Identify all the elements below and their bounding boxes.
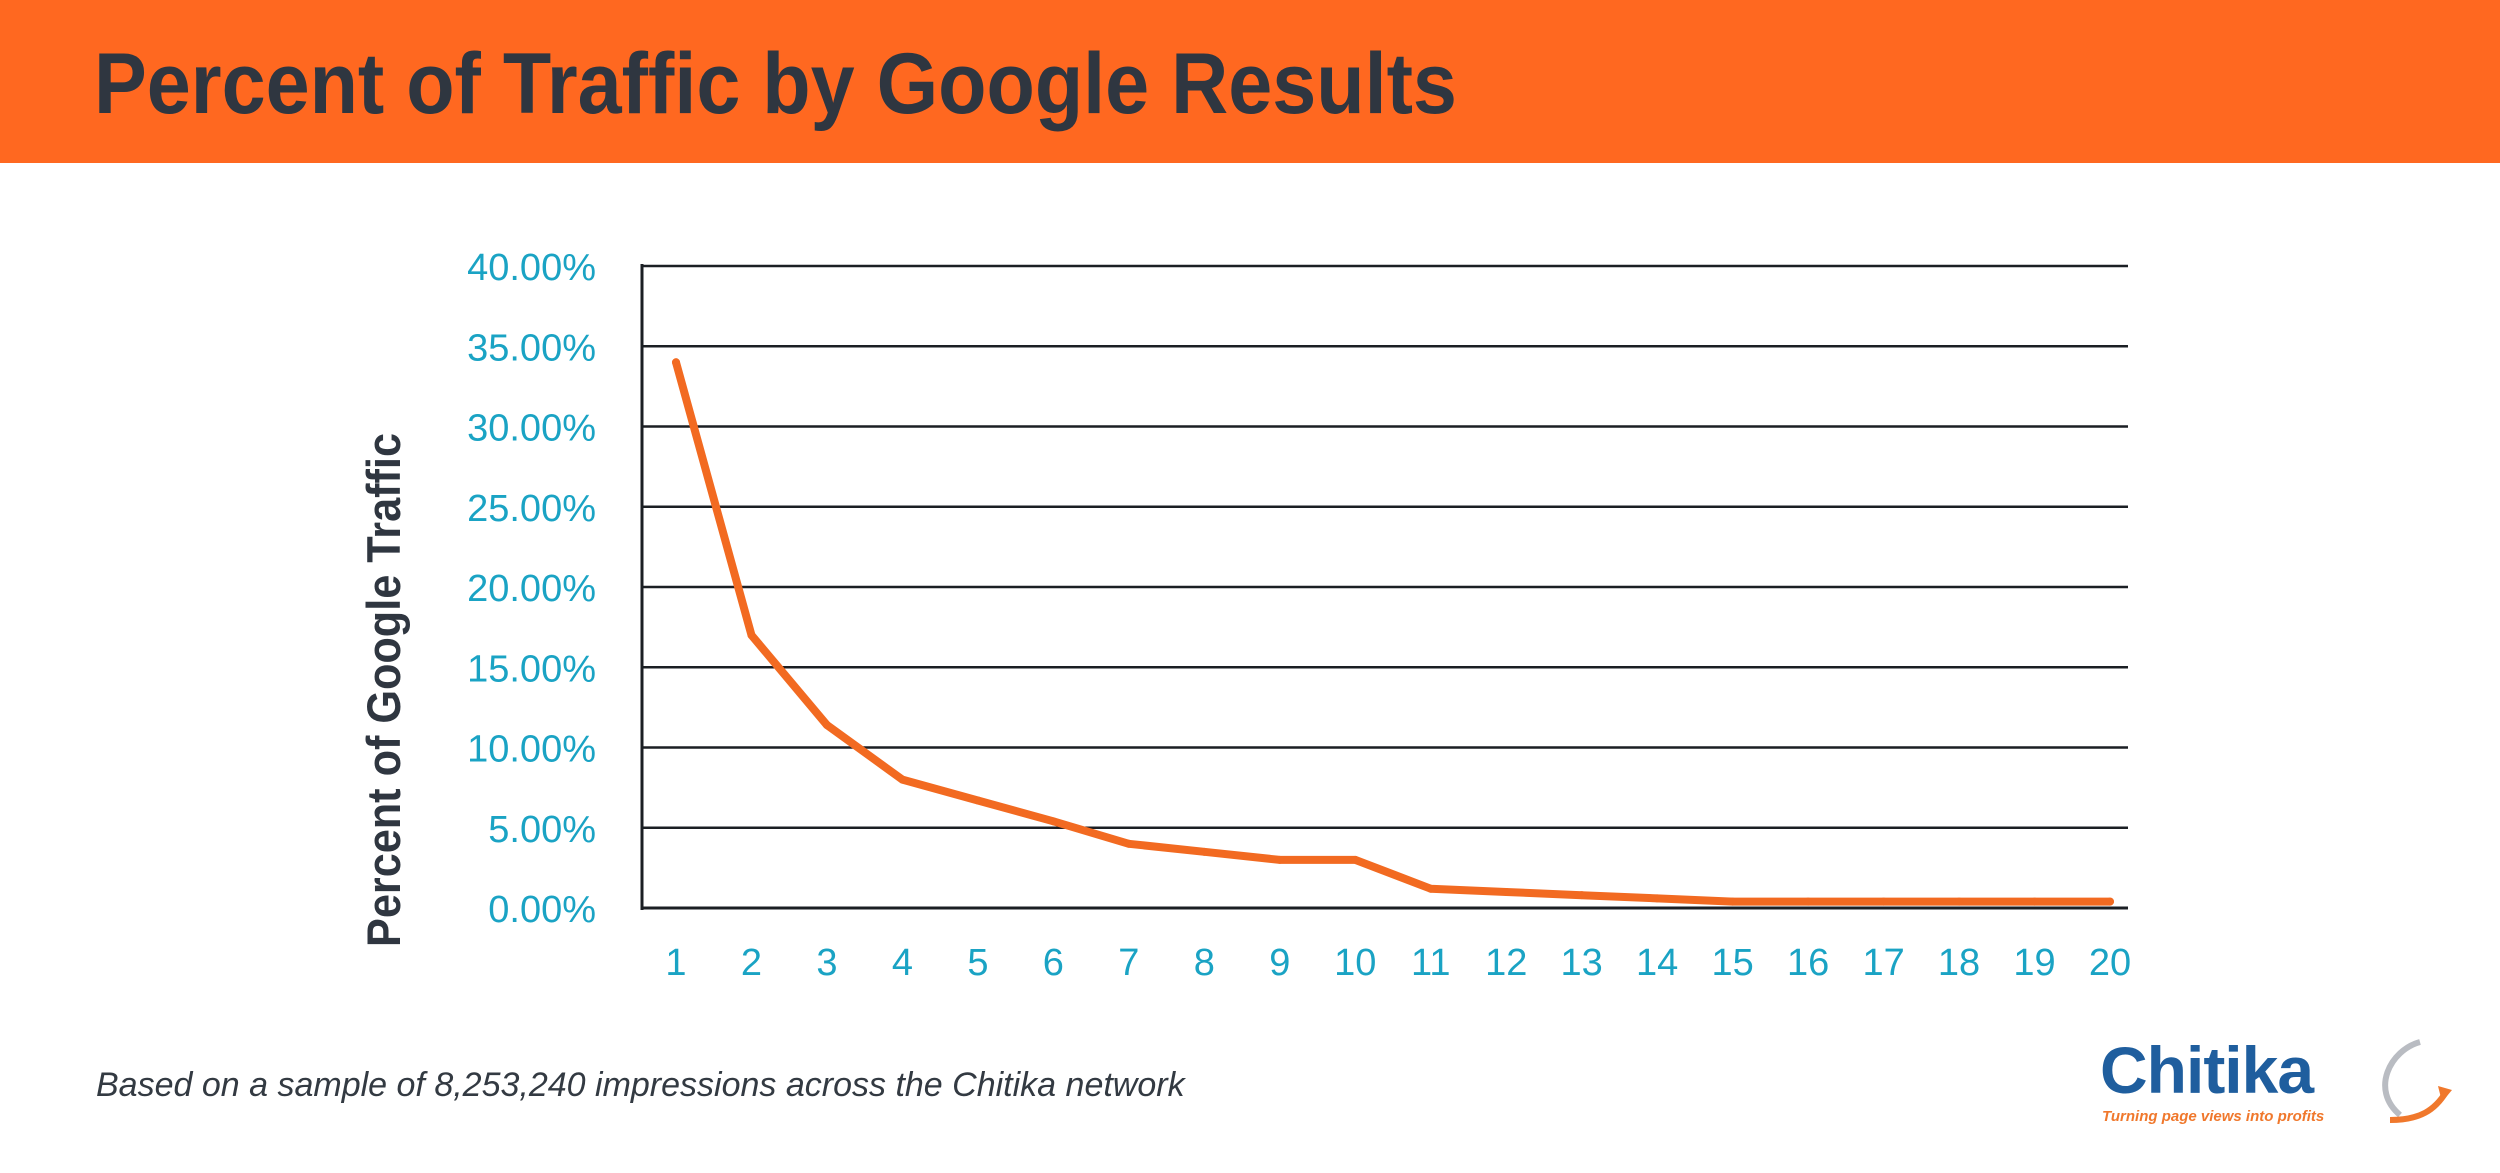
y-tick-label: 0.00% — [488, 889, 596, 931]
x-tick-labels: 1 2 3 4 5 6 7 8 9 10 11 12 13 14 15 16 17 18 19 20 — [665, 942, 2131, 984]
x-tick-label: 7 — [1118, 942, 1139, 984]
footnote: Based on a sample of 8,253,240 impressio… — [96, 1066, 1185, 1104]
data-point — [1728, 897, 1737, 906]
x-tick-label: 5 — [967, 942, 988, 984]
data-point — [1124, 839, 1133, 848]
x-tick-label: 14 — [1636, 942, 1678, 984]
data-point — [1955, 897, 1964, 906]
y-tick-labels: 0.00% 5.00% 10.00% 15.00% 20.00% 25.00% 30.00%… — [467, 247, 596, 931]
data-point — [1502, 887, 1511, 896]
data-point — [1804, 897, 1813, 906]
logo-tagline: Turning page views into profits — [2102, 1108, 2325, 1125]
logo-wordmark: Chitika — [2100, 1033, 2314, 1107]
y-axis-label: Percent of Google Traffic — [357, 433, 410, 947]
data-point — [747, 631, 756, 640]
x-tick-label: 6 — [1043, 942, 1064, 984]
data-point — [2030, 897, 2039, 906]
data-point — [1653, 894, 1662, 903]
x-tick-label: 2 — [741, 942, 762, 984]
y-tick-label: 20.00% — [467, 568, 596, 610]
x-tick-label: 4 — [892, 942, 913, 984]
data-point — [973, 796, 982, 805]
y-tick-label: 10.00% — [467, 729, 596, 771]
x-tick-label: 1 — [665, 942, 686, 984]
x-tick-label: 10 — [1334, 942, 1376, 984]
x-tick-label: 20 — [2089, 942, 2131, 984]
series-line — [672, 358, 2114, 906]
x-tick-label: 13 — [1561, 942, 1603, 984]
swoosh-icon — [2382, 1039, 2452, 1123]
grid-lines — [640, 264, 2128, 910]
x-tick-label: 12 — [1485, 942, 1527, 984]
chitika-logo: Chitika Turning page views into profits — [2090, 1020, 2460, 1140]
x-tick-label: 16 — [1787, 942, 1829, 984]
x-tick-label: 18 — [1938, 942, 1980, 984]
y-tick-label: 35.00% — [467, 327, 596, 369]
x-tick-label: 3 — [816, 942, 837, 984]
data-point — [1049, 817, 1058, 826]
y-tick-label: 15.00% — [467, 648, 596, 690]
data-point — [1879, 897, 1888, 906]
page-title: Percent of Traffic by Google Results — [94, 36, 1457, 132]
x-tick-label: 17 — [1862, 942, 1904, 984]
x-tick-label: 19 — [2013, 942, 2055, 984]
y-tick-label: 25.00% — [467, 488, 596, 530]
header-bar: Percent of Traffic by Google Results — [0, 0, 2500, 163]
data-point — [1426, 884, 1435, 893]
x-tick-label: 15 — [1711, 942, 1753, 984]
data-point — [1577, 891, 1586, 900]
data-point — [1200, 847, 1209, 856]
series-layer — [672, 358, 2114, 906]
y-tick-label: 40.00% — [467, 247, 596, 289]
y-tick-label: 5.00% — [488, 809, 596, 851]
x-tick-label: 8 — [1194, 942, 1215, 984]
data-point — [672, 358, 680, 367]
data-point — [898, 775, 907, 784]
data-point — [822, 721, 831, 730]
y-tick-label: 30.00% — [467, 408, 596, 450]
x-tick-label: 11 — [1411, 942, 1450, 984]
data-point — [1351, 855, 1360, 864]
data-point — [2106, 897, 2114, 906]
data-point — [1275, 855, 1284, 864]
x-tick-label: 9 — [1269, 942, 1290, 984]
